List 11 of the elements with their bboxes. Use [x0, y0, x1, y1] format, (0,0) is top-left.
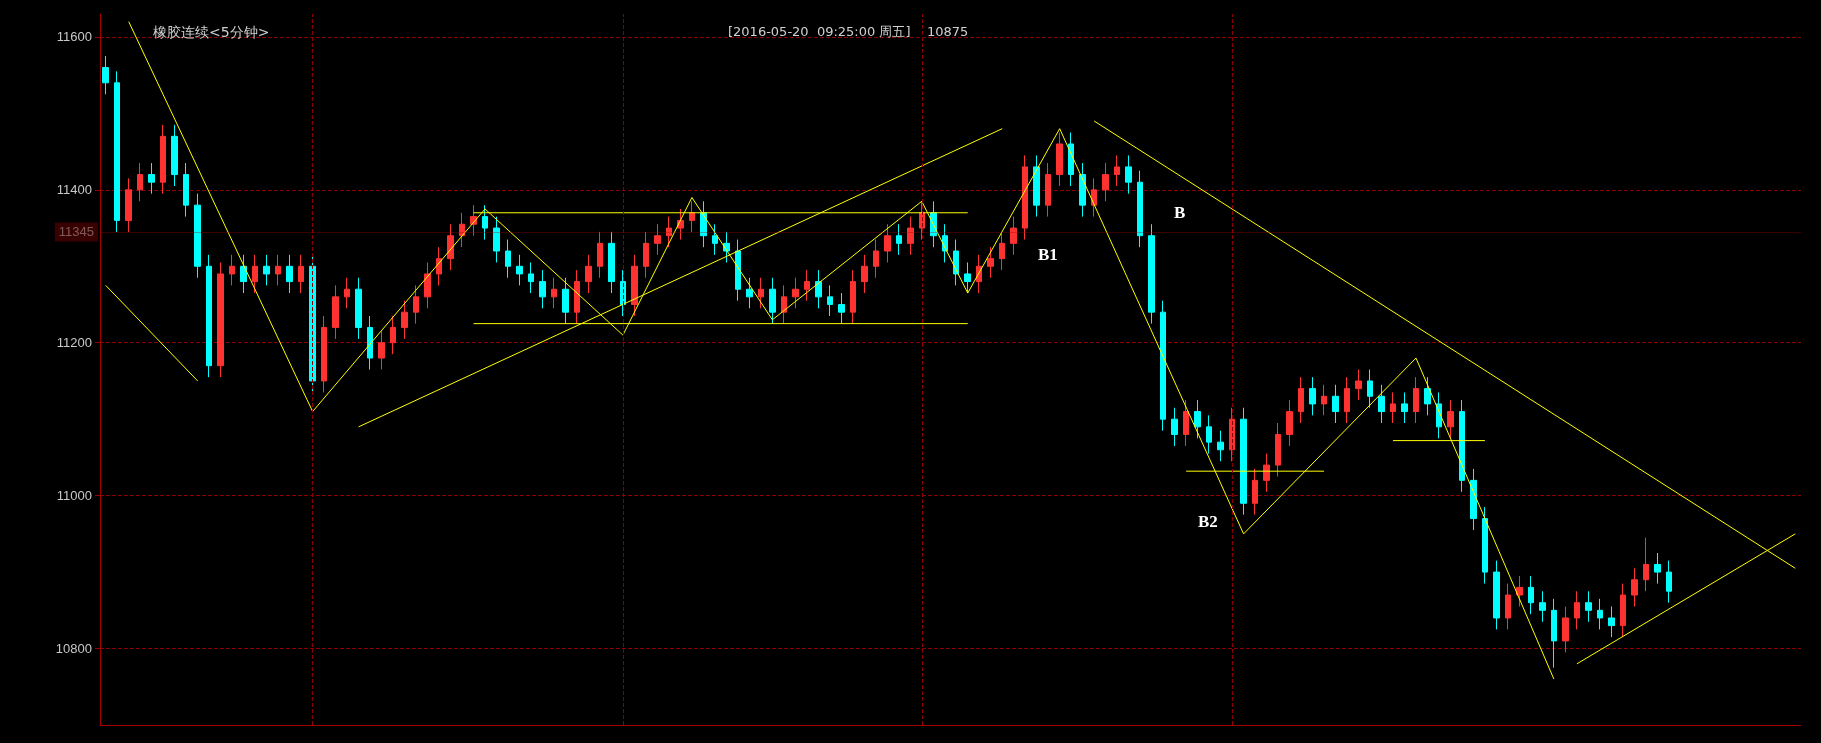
y-tick-label: 11400 [56, 182, 92, 198]
y-tick-label: 11200 [56, 335, 92, 351]
y-tick-label: 11000 [56, 488, 92, 504]
y-tick-label: 10800 [55, 641, 92, 657]
annotation: B2 [1198, 512, 1218, 531]
annotation: B [1174, 203, 1186, 222]
y-tick-label: 11600 [56, 29, 92, 45]
text: [2016-05-20 09:25:00 周五] 10875 [728, 24, 969, 39]
annotation: B1 [1038, 245, 1058, 264]
text: 橡胶连续<5分钟> [153, 24, 270, 40]
ref-line-label: 11345 [58, 224, 94, 240]
